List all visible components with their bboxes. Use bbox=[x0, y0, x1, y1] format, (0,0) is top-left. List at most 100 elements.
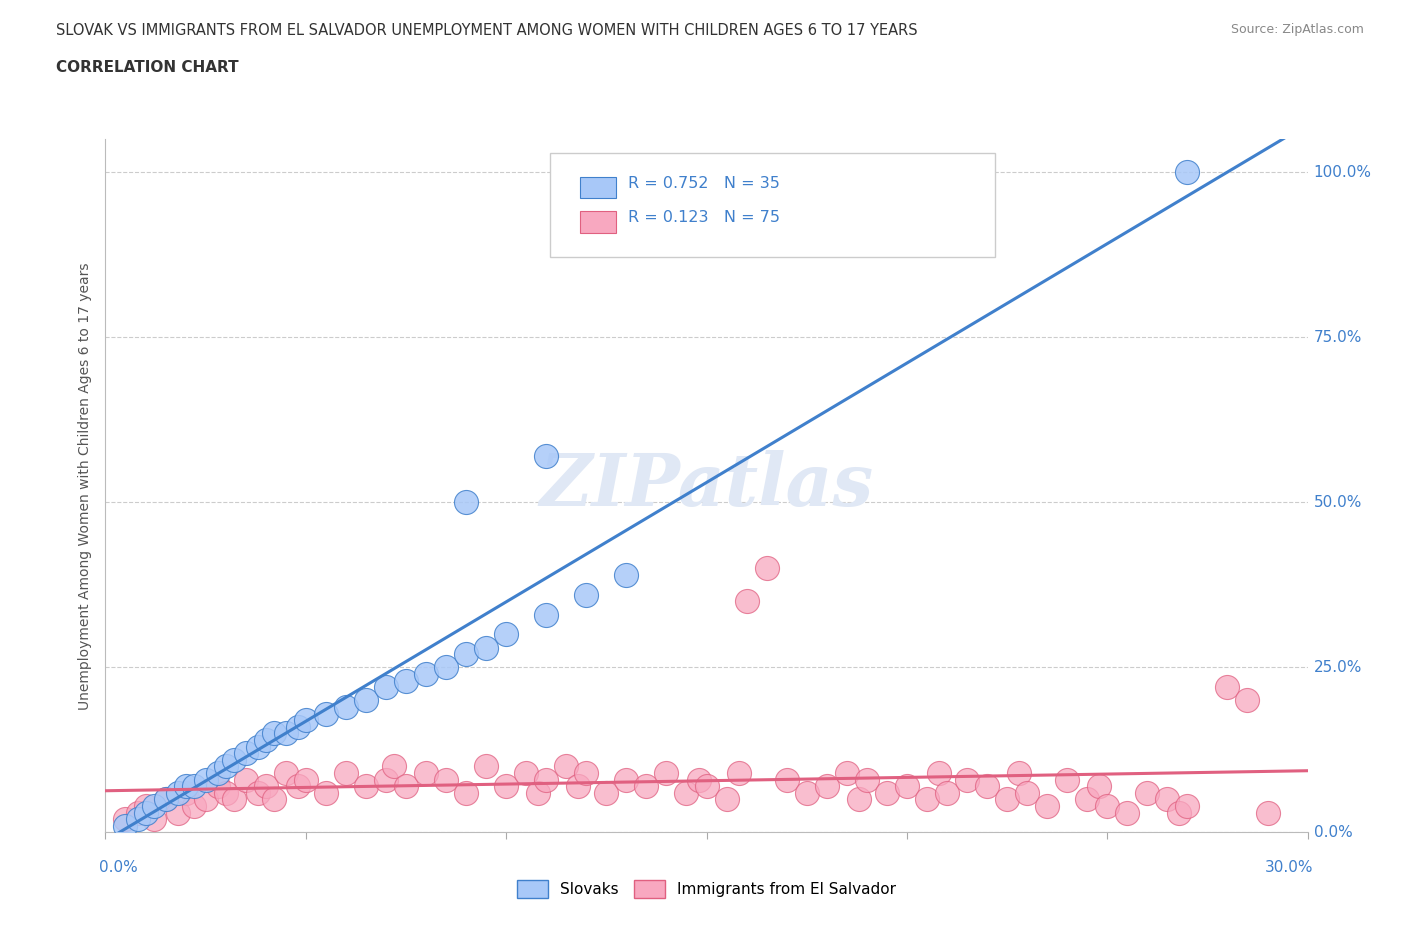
Text: 0.0%: 0.0% bbox=[100, 860, 138, 875]
Bar bbox=[581, 177, 616, 198]
Point bbox=[1177, 799, 1199, 814]
Text: 50.0%: 50.0% bbox=[1313, 495, 1362, 510]
Point bbox=[254, 778, 277, 793]
Point bbox=[415, 765, 437, 780]
Text: 100.0%: 100.0% bbox=[1313, 165, 1372, 180]
Point bbox=[534, 449, 557, 464]
Point bbox=[254, 733, 277, 748]
Point bbox=[246, 739, 269, 754]
FancyBboxPatch shape bbox=[550, 153, 995, 258]
Point bbox=[295, 772, 318, 787]
Point bbox=[675, 785, 697, 800]
Point bbox=[114, 818, 136, 833]
Point bbox=[855, 772, 877, 787]
Point bbox=[174, 785, 197, 800]
Point bbox=[1156, 792, 1178, 807]
Bar bbox=[581, 211, 616, 233]
Point bbox=[534, 772, 557, 787]
Point bbox=[263, 726, 285, 741]
Point bbox=[616, 567, 638, 582]
Text: 0.0%: 0.0% bbox=[1313, 825, 1353, 840]
Point bbox=[434, 772, 457, 787]
Text: R = 0.752   N = 35: R = 0.752 N = 35 bbox=[628, 176, 780, 191]
Point bbox=[183, 799, 205, 814]
Text: ZIPatlas: ZIPatlas bbox=[540, 450, 873, 522]
Text: 25.0%: 25.0% bbox=[1313, 660, 1362, 675]
Point bbox=[127, 805, 149, 820]
Point bbox=[374, 772, 398, 787]
Point bbox=[395, 673, 418, 688]
Point bbox=[688, 772, 710, 787]
Point bbox=[194, 792, 217, 807]
Text: Source: ZipAtlas.com: Source: ZipAtlas.com bbox=[1230, 23, 1364, 36]
Point bbox=[174, 778, 197, 793]
Point bbox=[956, 772, 979, 787]
Point bbox=[995, 792, 1018, 807]
Point bbox=[374, 680, 398, 695]
Point bbox=[166, 785, 188, 800]
Point bbox=[207, 765, 229, 780]
Point bbox=[166, 805, 188, 820]
Point bbox=[575, 588, 598, 603]
Point bbox=[222, 792, 245, 807]
Point bbox=[114, 812, 136, 827]
Point bbox=[235, 746, 257, 761]
Point bbox=[127, 812, 149, 827]
Text: 30.0%: 30.0% bbox=[1265, 860, 1313, 875]
Point bbox=[335, 765, 357, 780]
Point bbox=[595, 785, 617, 800]
Point bbox=[475, 640, 498, 655]
Y-axis label: Unemployment Among Women with Children Ages 6 to 17 years: Unemployment Among Women with Children A… bbox=[79, 262, 93, 710]
Point bbox=[475, 759, 498, 774]
Text: R = 0.123   N = 75: R = 0.123 N = 75 bbox=[628, 210, 780, 225]
Point bbox=[796, 785, 818, 800]
Point bbox=[848, 792, 870, 807]
Point bbox=[1017, 785, 1039, 800]
Point bbox=[1216, 680, 1239, 695]
Text: CORRELATION CHART: CORRELATION CHART bbox=[56, 60, 239, 75]
Point bbox=[155, 792, 177, 807]
Point bbox=[915, 792, 938, 807]
Point bbox=[1008, 765, 1031, 780]
Point bbox=[1116, 805, 1139, 820]
Point bbox=[354, 778, 377, 793]
Point bbox=[274, 765, 297, 780]
Point bbox=[1036, 799, 1059, 814]
Point bbox=[214, 785, 236, 800]
Point bbox=[222, 752, 245, 767]
Point bbox=[246, 785, 269, 800]
Point bbox=[155, 792, 177, 807]
Point bbox=[515, 765, 537, 780]
Point bbox=[142, 812, 165, 827]
Point bbox=[495, 627, 517, 642]
Point bbox=[495, 778, 517, 793]
Point bbox=[335, 699, 357, 714]
Point bbox=[454, 646, 477, 661]
Point bbox=[976, 778, 998, 793]
Point bbox=[636, 778, 658, 793]
Point bbox=[776, 772, 799, 787]
Point bbox=[716, 792, 738, 807]
Point bbox=[354, 693, 377, 708]
Point bbox=[616, 772, 638, 787]
Point bbox=[928, 765, 950, 780]
Point bbox=[527, 785, 550, 800]
Point bbox=[454, 495, 477, 510]
Point bbox=[194, 772, 217, 787]
Point bbox=[555, 759, 578, 774]
Point bbox=[287, 719, 309, 734]
Point bbox=[696, 778, 718, 793]
Point bbox=[315, 706, 337, 721]
Point bbox=[434, 660, 457, 675]
Point bbox=[534, 607, 557, 622]
Point bbox=[235, 772, 257, 787]
Point bbox=[135, 805, 157, 820]
Point bbox=[1056, 772, 1078, 787]
Point bbox=[815, 778, 838, 793]
Legend: Slovaks, Immigrants from El Salvador: Slovaks, Immigrants from El Salvador bbox=[512, 873, 901, 904]
Point bbox=[1236, 693, 1258, 708]
Point bbox=[415, 667, 437, 682]
Point bbox=[1177, 165, 1199, 179]
Point bbox=[876, 785, 898, 800]
Point bbox=[1088, 778, 1111, 793]
